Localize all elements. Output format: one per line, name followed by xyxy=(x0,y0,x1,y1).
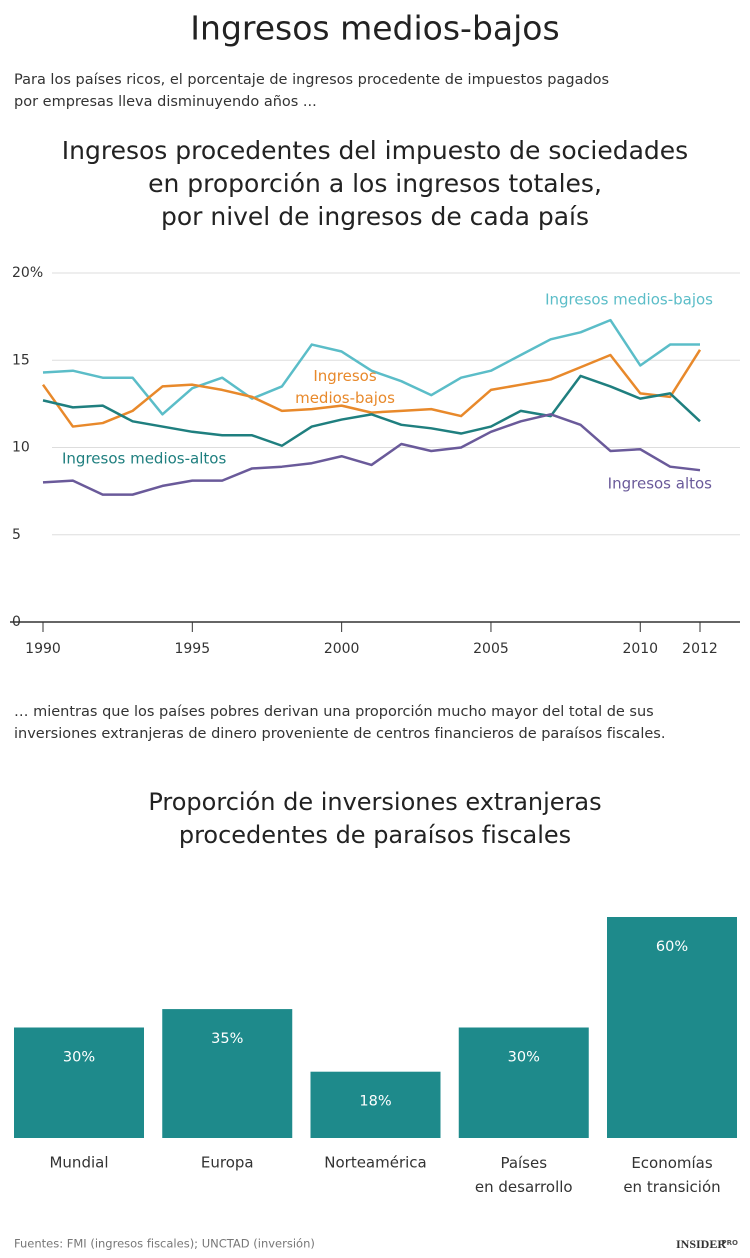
bar xyxy=(162,1009,293,1138)
x-tick-label: 2005 xyxy=(473,641,509,657)
chart-title: por nivel de ingresos de cada país xyxy=(161,202,589,231)
section-text: … mientras que los países pobres derivan… xyxy=(14,704,654,720)
x-tick-label: 1995 xyxy=(174,641,210,657)
value-label: 35% xyxy=(211,1031,243,1047)
section-text: inversiones extranjeras de dinero proven… xyxy=(14,726,665,742)
chart-title: Ingresos procedentes del impuesto de soc… xyxy=(62,136,688,165)
y-tick-label: 10 xyxy=(12,440,30,456)
series-line xyxy=(42,374,701,448)
chart-title: en proporción a los ingresos totales, xyxy=(148,169,602,198)
x-tick-label: Países en desarrollo xyxy=(475,1154,573,1196)
y-tick-label: 20% xyxy=(12,265,43,281)
x-tick-label: 2000 xyxy=(324,641,360,657)
logo-suffix: PRO xyxy=(722,1239,739,1247)
page-title: Ingresos medios-bajos xyxy=(190,9,559,48)
x-tick-label: Norteamérica xyxy=(324,1154,426,1172)
bar xyxy=(458,1027,589,1138)
intro-text: Para los países ricos, el porcentaje de … xyxy=(14,72,609,88)
x-tick-label: 2012 xyxy=(682,641,718,657)
logo: INSIDER xyxy=(676,1237,726,1251)
series-label: Ingresos medios-altos xyxy=(62,450,226,468)
series-label: Ingresos medios-bajos xyxy=(545,291,713,309)
y-tick-label: 5 xyxy=(12,527,21,543)
bar xyxy=(14,1027,144,1138)
source: Fuentes: FMI (ingresos fiscales); UNCTAD… xyxy=(14,1237,315,1251)
series-label: Ingresos altos xyxy=(608,475,713,493)
value-label: 30% xyxy=(508,1050,540,1066)
series-label: Ingresos medios-bajos xyxy=(295,367,395,407)
bar xyxy=(607,917,737,1138)
value-label: 60% xyxy=(656,939,688,955)
intro-text: por empresas lleva disminuyendo años ... xyxy=(14,94,317,110)
x-tick-label: Mundial xyxy=(49,1154,108,1172)
series-line xyxy=(41,349,702,428)
chart-title: Proporción de inversiones extranjeras xyxy=(148,788,601,816)
x-tick-label: Economías en transición xyxy=(623,1154,720,1196)
bar xyxy=(310,1071,441,1138)
y-tick-label: 15 xyxy=(12,352,30,368)
chart-title: procedentes de paraísos fiscales xyxy=(179,821,571,849)
x-tick-label: 1990 xyxy=(25,641,61,657)
x-tick-label: 2010 xyxy=(622,641,658,657)
series-line xyxy=(42,413,701,496)
series-line xyxy=(42,318,700,416)
value-label: 18% xyxy=(359,1094,391,1110)
value-label: 30% xyxy=(63,1050,95,1066)
x-tick-label: Europa xyxy=(201,1154,254,1172)
